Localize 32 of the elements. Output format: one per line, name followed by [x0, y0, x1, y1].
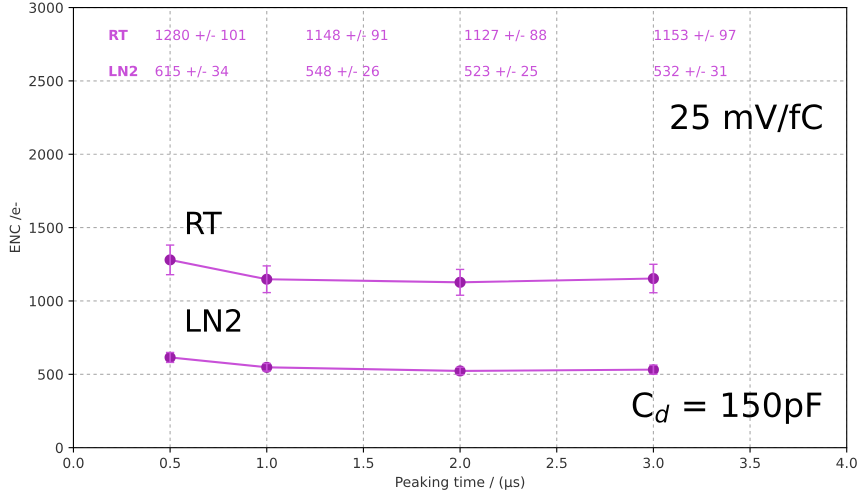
- x-tick-label: 2.0: [450, 458, 470, 468]
- series-label: LN2: [186, 308, 240, 332]
- y-tick-label: 3000: [29, 2, 63, 14]
- annotation: 25 mV/fC: [671, 104, 822, 132]
- annotation: 532 +/- 31: [654, 66, 726, 78]
- annotation: LN2: [110, 66, 138, 76]
- annotation: 523 +/- 25: [465, 66, 538, 78]
- y-tick-label: 0: [56, 442, 63, 454]
- x-tick-label: 3.0: [643, 458, 664, 468]
- y-tick-label: 1500: [30, 222, 63, 234]
- x-tick-label: 0.5: [160, 458, 180, 468]
- annotation: 1148 +/- 91: [306, 30, 388, 42]
- x-tick-label: 4.0: [836, 458, 857, 468]
- y-axis-title: ENC /e-: [10, 202, 22, 252]
- annotation: 1153 +/- 97: [654, 30, 736, 42]
- annotation: 548 +/- 26: [306, 66, 379, 78]
- y-tick-label: 2500: [29, 76, 63, 86]
- x-tick-label: 3.5: [740, 458, 760, 468]
- annotation: 1127 +/- 88: [465, 30, 546, 42]
- series-label: RT: [186, 212, 222, 234]
- annotation: C$_{d}$ = 150pF: [632, 392, 822, 424]
- x-tick-label: 1.5: [354, 458, 374, 468]
- annotation: RT: [110, 30, 128, 40]
- y-tick-label: 1000: [30, 296, 63, 306]
- x-axis-title: Peaking time / (μs): [396, 476, 524, 490]
- x-tick-label: 1.0: [257, 458, 277, 468]
- x-tick-label: 0.0: [63, 458, 84, 468]
- x-tick-label: 2.5: [546, 458, 567, 468]
- y-tick-label: 500: [38, 369, 63, 380]
- y-tick-label: 2000: [29, 149, 63, 160]
- annotation: 1280 +/- 101: [156, 30, 246, 42]
- annotation: 615 +/- 34: [156, 66, 228, 78]
